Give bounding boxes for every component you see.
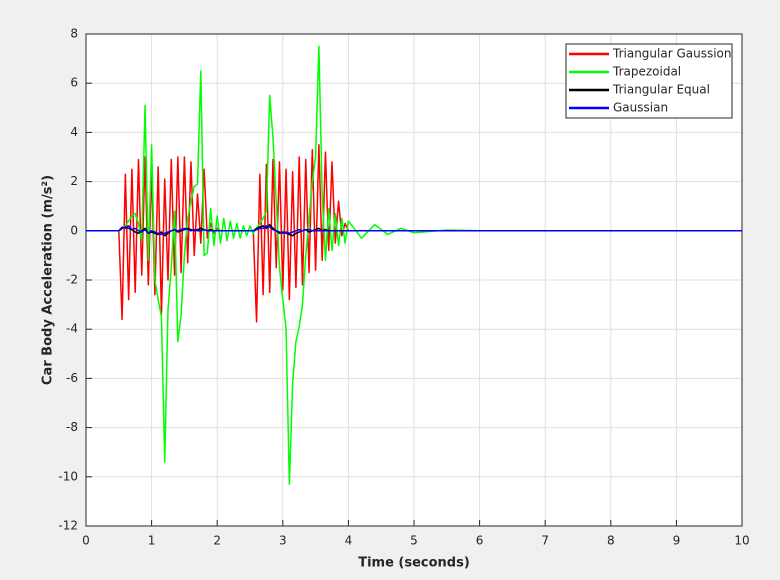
- x-tick-label: 6: [476, 534, 484, 548]
- axes-box: [85, 33, 743, 527]
- legend-label: Triangular Equal: [612, 83, 710, 97]
- x-tick-label: 0: [82, 534, 90, 548]
- y-tick-label: 0: [70, 223, 78, 237]
- y-tick-label: 4: [70, 125, 78, 139]
- legend-label: Gaussian: [613, 101, 668, 115]
- y-tick-label: -12: [58, 519, 78, 533]
- x-tick-label: 7: [541, 534, 549, 548]
- legend-box: [565, 43, 733, 119]
- y-tick-label: -2: [66, 273, 78, 287]
- x-tick-label: 2: [213, 534, 221, 548]
- y-tick-label: -8: [66, 420, 78, 434]
- y-tick-label: 2: [70, 174, 78, 188]
- y-axis-label: Car Body Acceleration (m/s²): [41, 175, 56, 385]
- x-tick-label: 4: [345, 534, 353, 548]
- y-tick-label: -4: [66, 322, 78, 336]
- x-tick-label: 9: [673, 534, 681, 548]
- legend-label: Trapezoidal: [612, 65, 681, 79]
- y-tick-label: -6: [66, 371, 78, 385]
- x-tick-label: 1: [148, 534, 156, 548]
- x-tick-label: 10: [734, 534, 749, 548]
- x-tick-label: 3: [279, 534, 287, 548]
- y-tick-label: -10: [58, 469, 78, 483]
- y-tick-label: 6: [70, 76, 78, 90]
- series-line: [86, 225, 742, 236]
- legend-label: Triangular Gaussion: [612, 47, 732, 61]
- x-axis-label: Time (seconds): [358, 556, 470, 571]
- x-tick-label: 5: [410, 534, 418, 548]
- y-tick-label: 8: [70, 27, 78, 41]
- x-tick-label: 8: [607, 534, 615, 548]
